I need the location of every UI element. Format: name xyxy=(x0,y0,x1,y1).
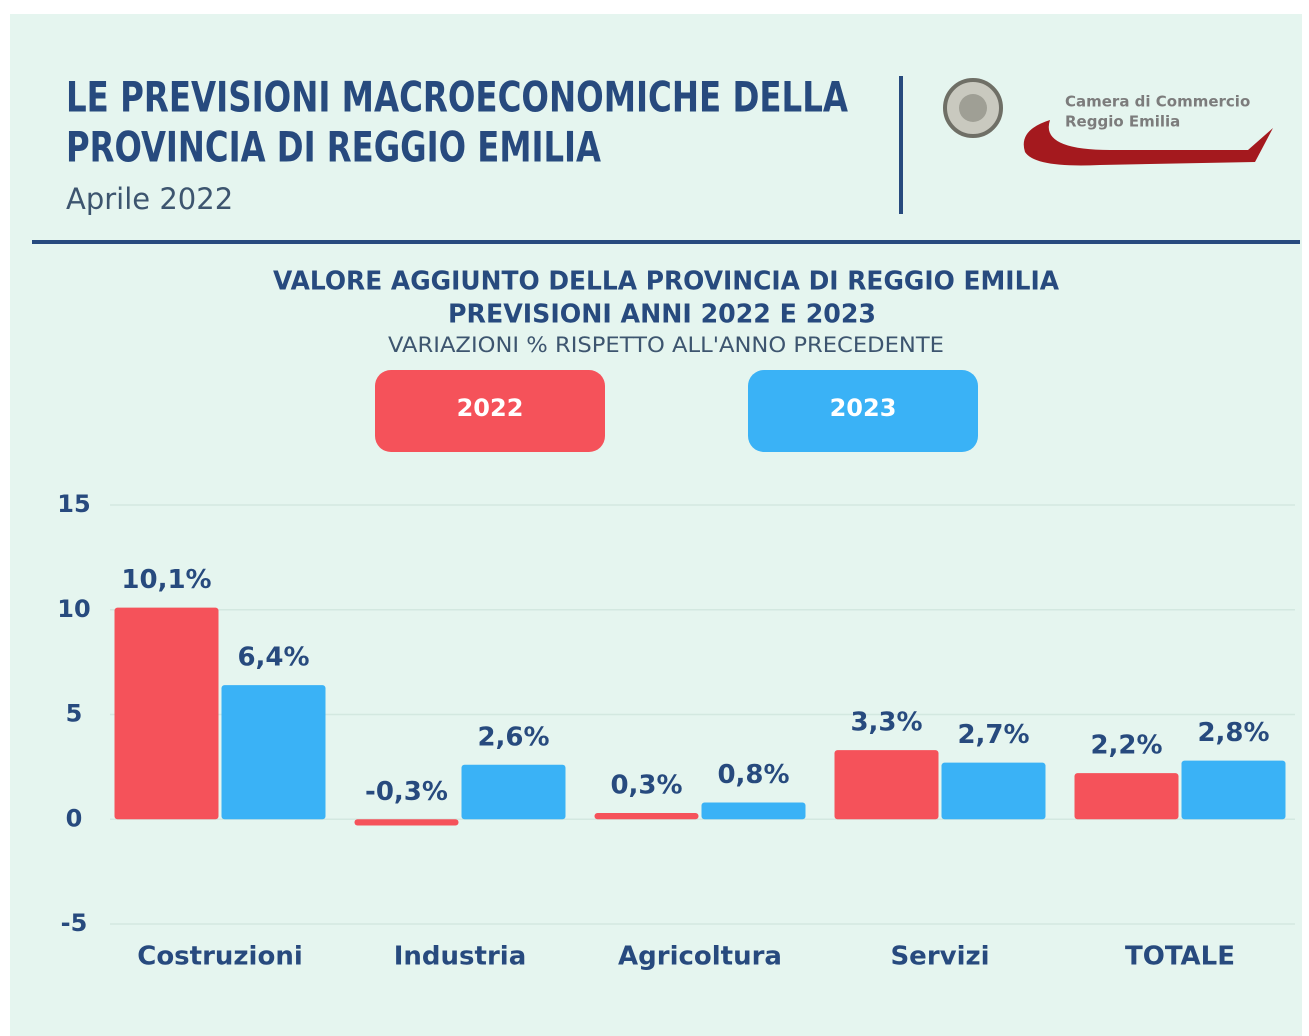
logo-swoosh xyxy=(1023,120,1273,166)
x-tick-label: Servizi xyxy=(890,942,989,972)
value-label: 0,3% xyxy=(610,770,682,800)
y-tick-label: 15 xyxy=(57,490,90,518)
logo-text: Reggio Emilia xyxy=(1065,113,1180,131)
logo-text: Camera di Commercio xyxy=(1065,93,1250,111)
value-label: 2,2% xyxy=(1090,731,1162,761)
main-title-line: LE PREVISIONI MACROECONOMICHE DELLA xyxy=(66,73,849,122)
y-tick-label: 0 xyxy=(66,804,83,832)
bar xyxy=(594,812,699,820)
x-tick-label: TOTALE xyxy=(1125,942,1235,972)
legend-label: 2023 xyxy=(830,394,897,422)
x-tick-label: Industria xyxy=(394,942,527,972)
value-label: 6,4% xyxy=(237,643,309,673)
chart-subtitle: PREVISIONI ANNI 2022 E 2023 xyxy=(448,300,876,330)
bar xyxy=(1074,773,1179,820)
legend-swatch xyxy=(748,370,978,452)
main-title-line: PROVINCIA DI REGGIO EMILIA xyxy=(66,123,602,172)
value-label: 3,3% xyxy=(850,708,922,738)
background xyxy=(10,14,1302,1036)
bar xyxy=(461,764,566,820)
legend-swatch xyxy=(375,370,605,452)
y-tick-label: 5 xyxy=(66,700,83,728)
x-tick-label: Agricoltura xyxy=(618,942,782,972)
y-tick-label: 10 xyxy=(57,595,90,623)
date: Aprile 2022 xyxy=(66,182,233,216)
value-label: 10,1% xyxy=(121,565,211,595)
chart-note: VARIAZIONI % RISPETTO ALL'ANNO PRECEDENT… xyxy=(388,333,944,357)
y-tick-label: -5 xyxy=(61,909,88,937)
bar xyxy=(1181,760,1286,820)
bar xyxy=(354,819,459,826)
logo: Camera di Commercio Reggio Emilia xyxy=(943,78,1273,166)
bar xyxy=(834,750,939,820)
legend-label: 2022 xyxy=(457,394,524,422)
bar xyxy=(221,685,326,820)
bar xyxy=(941,762,1046,820)
value-label: 0,8% xyxy=(717,760,789,790)
logo-emblem-inner xyxy=(959,94,987,122)
chart-title: VALORE AGGIUNTO DELLA PROVINCIA DI REGGI… xyxy=(273,267,1059,297)
bar xyxy=(114,607,219,820)
value-label: 2,7% xyxy=(957,720,1029,750)
value-label: 2,8% xyxy=(1197,718,1269,748)
bar xyxy=(701,802,806,820)
x-tick-label: Costruzioni xyxy=(137,942,303,972)
value-label: 2,6% xyxy=(477,722,549,752)
value-label: -0,3% xyxy=(365,777,448,807)
